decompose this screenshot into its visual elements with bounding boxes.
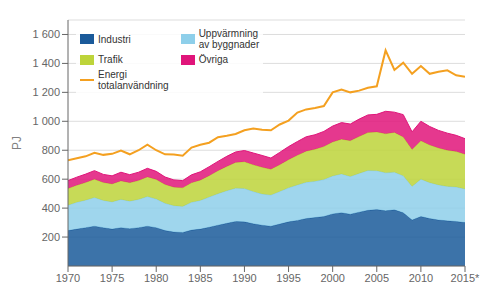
svg-text:1990: 1990 (232, 272, 256, 284)
svg-text:1 200: 1 200 (32, 86, 60, 98)
svg-text:400: 400 (42, 202, 60, 214)
html-text:Uppvärmning: Uppvärmning (198, 28, 259, 39)
html-text:Energi: Energi (98, 69, 127, 80)
html-text:Trafik: Trafik (98, 54, 123, 65)
html-text:totalanvändning: totalanvändning (98, 80, 169, 91)
svg-text:1985: 1985 (188, 272, 212, 284)
svg-text:2005: 2005 (365, 272, 389, 284)
svg-text:1975: 1975 (100, 272, 124, 284)
svg-text:600: 600 (42, 173, 60, 185)
svg-text:1980: 1980 (144, 272, 168, 284)
html-text:Industri: Industri (98, 33, 131, 45)
html-text:Övriga: Övriga (198, 54, 229, 65)
svg-text:1995: 1995 (276, 272, 300, 284)
svg-text:200: 200 (42, 231, 60, 243)
svg-text:2015*: 2015* (451, 272, 480, 284)
svg-text:1 600: 1 600 (32, 28, 60, 40)
svg-text:1 400: 1 400 (32, 57, 60, 69)
svg-text:1 000: 1 000 (32, 115, 60, 127)
svg-text:800: 800 (42, 144, 60, 156)
html-text:av byggnader: av byggnader (198, 39, 260, 50)
svg-text:2010: 2010 (409, 272, 433, 284)
svg-text:2000: 2000 (320, 272, 344, 284)
svg-text:1970: 1970 (56, 272, 80, 284)
svg-text:PJ: PJ (10, 136, 24, 150)
